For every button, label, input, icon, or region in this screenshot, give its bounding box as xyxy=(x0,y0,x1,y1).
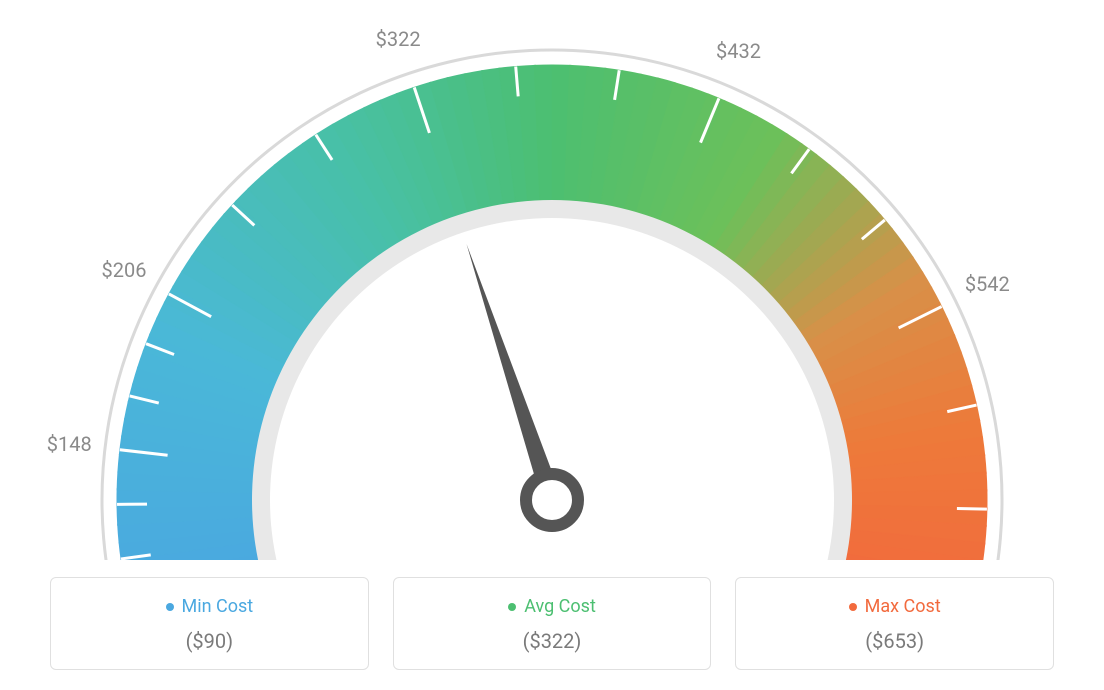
gauge-svg xyxy=(0,0,1104,560)
legend-dot-avg xyxy=(508,603,516,611)
gauge-tick-label: $322 xyxy=(376,27,421,51)
legend-dot-max xyxy=(849,603,857,611)
legend-value-max: ($653) xyxy=(746,629,1043,653)
legend-label-avg: Avg Cost xyxy=(524,596,596,617)
legend-row: Min Cost ($90) Avg Cost ($322) Max Cost … xyxy=(0,577,1104,671)
gauge-tick-label: $432 xyxy=(716,39,761,63)
gauge-tick-label: $542 xyxy=(965,272,1010,296)
gauge-tick-label: $148 xyxy=(47,432,92,456)
gauge-chart: $90$148$206$322$432$542$653 xyxy=(0,0,1104,560)
gauge-tick-label: $206 xyxy=(101,258,146,282)
legend-label-max: Max Cost xyxy=(865,596,941,617)
legend-card-max: Max Cost ($653) xyxy=(735,577,1054,671)
legend-card-avg: Avg Cost ($322) xyxy=(393,577,712,671)
legend-title-avg: Avg Cost xyxy=(508,596,596,617)
legend-card-min: Min Cost ($90) xyxy=(50,577,369,671)
legend-value-avg: ($322) xyxy=(404,629,701,653)
legend-label-min: Min Cost xyxy=(182,596,254,617)
legend-title-max: Max Cost xyxy=(849,596,941,617)
legend-value-min: ($90) xyxy=(61,629,358,653)
legend-title-min: Min Cost xyxy=(166,596,254,617)
legend-dot-min xyxy=(166,603,174,611)
